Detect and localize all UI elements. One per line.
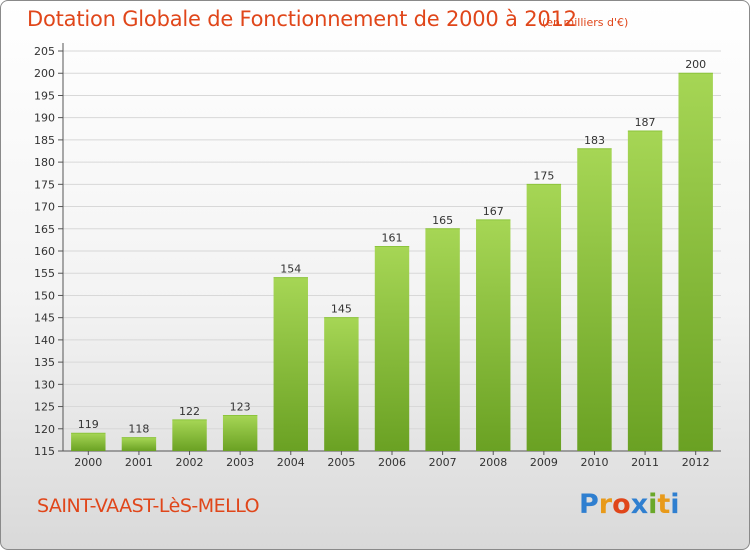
data-label-2002: 122 [179,405,200,418]
y-tick-label: 130 [34,378,55,391]
x-tick-label-2002: 2002 [176,456,204,469]
x-tick-label-2001: 2001 [125,456,153,469]
proxiti-logo: Proxiti [579,489,680,520]
y-tick-label: 115 [34,445,55,458]
x-tick-label-2003: 2003 [226,456,254,469]
bar-2009 [526,184,562,452]
bar-2007 [425,228,460,451]
y-tick-label: 195 [34,89,55,102]
data-label-2003: 123 [230,400,251,413]
y-tick-label: 175 [34,178,55,191]
bar-2011 [627,131,663,451]
y-tick-label: 160 [34,245,55,258]
data-label-2007: 165 [432,214,453,227]
bar-2001 [121,437,157,451]
y-tick-label: 190 [34,112,55,125]
logo-letter: x [630,489,649,520]
bar-2008 [476,219,511,451]
x-tick-label-2007: 2007 [429,456,457,469]
y-tick-label: 155 [34,267,55,280]
data-label-2000: 119 [78,418,99,431]
y-tick-label: 185 [34,134,55,147]
data-label-2004: 154 [280,263,301,276]
bar-2006 [374,246,410,451]
x-tick-label-2012: 2012 [682,456,710,469]
data-label-2005: 145 [331,303,352,316]
y-tick-label: 125 [34,401,55,414]
data-label-2009: 175 [533,169,554,182]
x-tick-label-2011: 2011 [631,456,659,469]
x-tick-label-2009: 2009 [530,456,558,469]
x-tick-label-2008: 2008 [479,456,507,469]
logo-letter: i [648,489,658,520]
page-title: Dotation Globale de Fonctionnement de 20… [27,7,577,31]
x-tick-label-2006: 2006 [378,456,406,469]
data-label-2012: 200 [685,58,706,71]
data-labels: 119 118 122 123 154 145 161 165 167 175 183 187 200 [78,58,706,435]
bar-2000 [71,433,106,451]
y-tick-labels: 115 120 125 130 135 140 145 150 155 160 165 170 175 1… [34,45,55,458]
data-label-2006: 161 [382,232,403,245]
bar-2010 [577,148,612,451]
y-tick-label: 140 [34,334,55,347]
bar-2005 [324,317,359,451]
y-tick-label: 120 [34,423,55,436]
y-tick-label: 180 [34,156,55,169]
y-tick-label: 170 [34,201,55,214]
bar-2004 [273,277,308,451]
y-tick-label: 150 [34,289,55,302]
y-tick-label: 135 [34,356,55,369]
logo-letter: i [670,489,680,520]
x-tick-label-2010: 2010 [580,456,608,469]
logo-letter: r [598,489,613,520]
y-tick-label: 205 [34,45,55,58]
data-label-2011: 187 [635,116,656,129]
y-tick-label: 165 [34,223,55,236]
y-tick-label: 145 [34,312,55,325]
bars [71,72,713,452]
unit-label: (en milliers d'€) [542,16,629,29]
bar-2002 [172,419,207,451]
x-tick-labels: 2000 2001 2002 2003 2004 2005 2006 2007 2008 2009… [74,456,709,469]
logo-letter: t [657,489,671,520]
x-tick-label-2005: 2005 [327,456,355,469]
logo-letter: P [579,489,599,520]
x-tick-label-2004: 2004 [277,456,305,469]
x-tick-label-2000: 2000 [74,456,102,469]
data-label-2001: 118 [128,423,149,436]
data-label-2010: 183 [584,134,605,147]
data-label-2008: 167 [483,205,504,218]
bar-2003 [222,415,258,451]
y-tick-label: 200 [34,67,55,80]
logo-letter: o [612,489,631,520]
commune-name: SAINT-VAAST-LèS-MELLO [37,495,260,517]
bar-2012 [678,73,713,451]
